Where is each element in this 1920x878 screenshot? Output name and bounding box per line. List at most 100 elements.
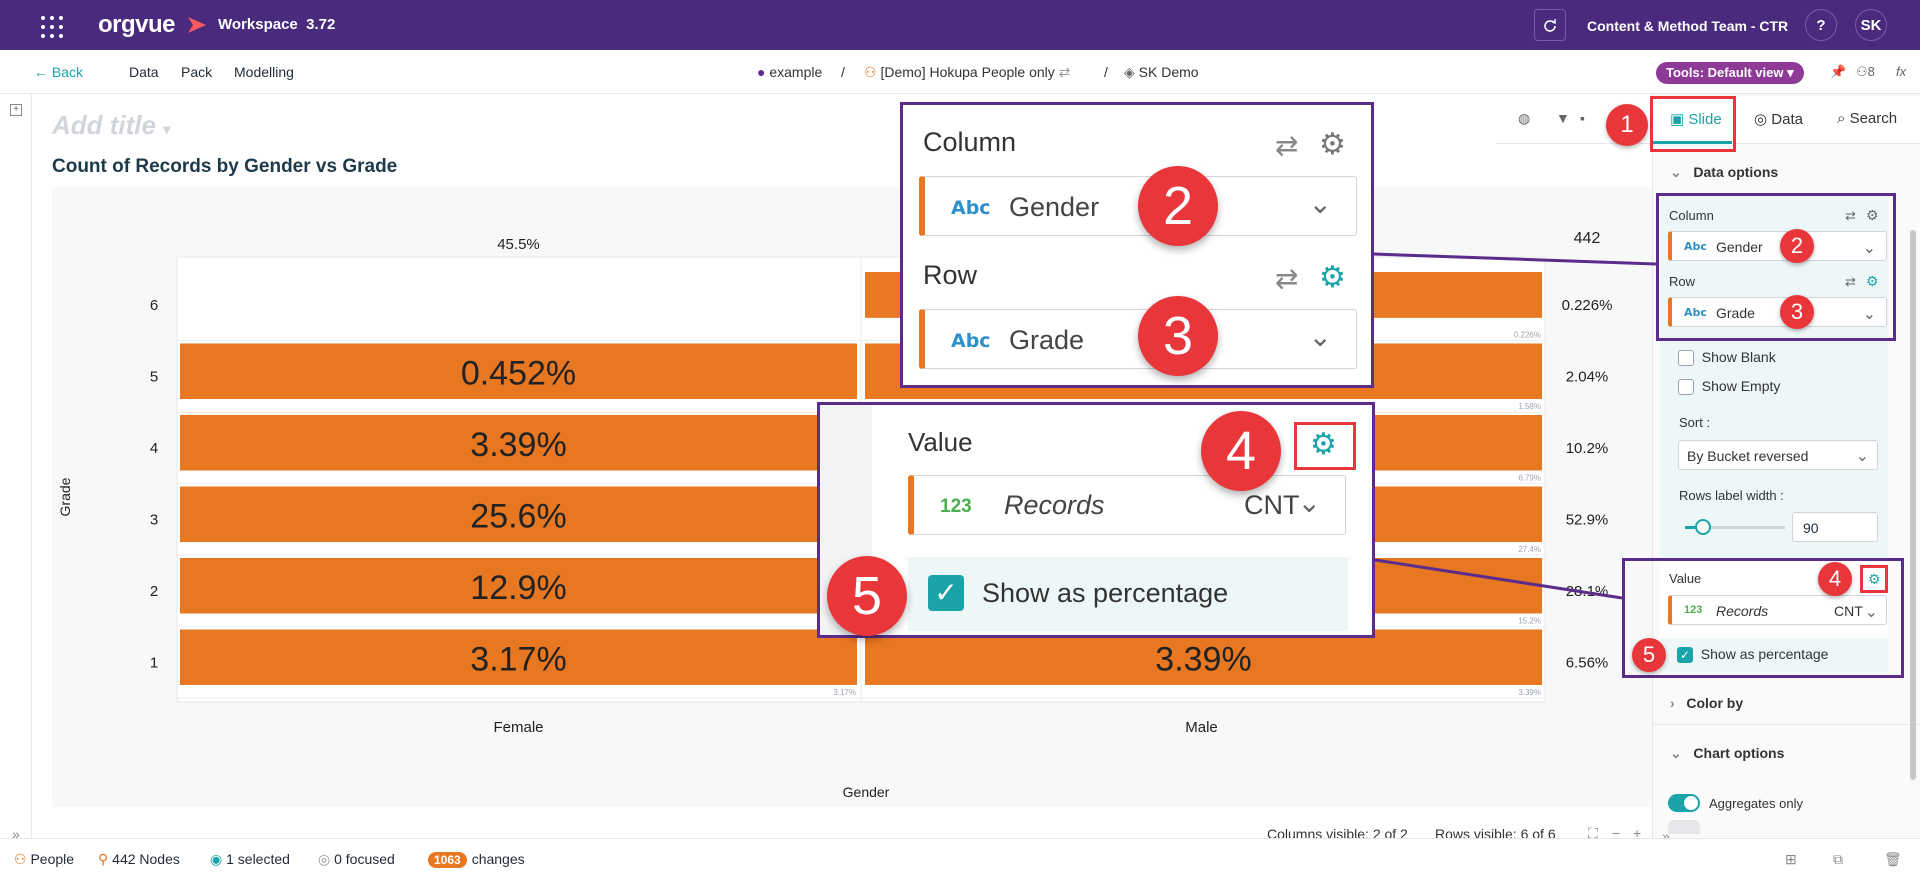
data-options-header[interactable]: ⌄ Data options: [1670, 164, 1779, 180]
sort-select[interactable]: By Bucket reversed ⌄: [1678, 440, 1878, 470]
selected-status[interactable]: ◉ 1 selected: [210, 851, 290, 867]
show-as-percentage-checkbox[interactable]: ✓: [1677, 647, 1693, 664]
logo-mark-icon: [188, 17, 206, 33]
nav-data[interactable]: Data: [129, 64, 159, 80]
zoom-callout-value: Value 123 Records CNT ⌄ ✓ Show as percen…: [817, 402, 1375, 638]
copy-icon[interactable]: ⧉: [1833, 851, 1843, 867]
bar-value-label-female: 12.9%: [470, 569, 566, 607]
rows-label-width-track[interactable]: [1685, 526, 1785, 529]
callout-badge-5: 5: [1632, 638, 1666, 672]
column-settings-gear-icon[interactable]: ⚙: [1866, 207, 1879, 223]
row-label: 3: [150, 511, 158, 528]
people-status[interactable]: ⚇ People: [14, 851, 75, 867]
add-title-input[interactable]: Add title ▾: [52, 110, 171, 140]
rows-label-width-input[interactable]: 90: [1792, 512, 1878, 542]
tools-dropdown[interactable]: Tools: Default view ▾: [1656, 62, 1804, 84]
nav-modelling[interactable]: Modelling: [234, 64, 294, 80]
focused-status[interactable]: ◎ 0 focused: [318, 851, 395, 867]
add-node-icon[interactable]: ⊞: [1785, 851, 1797, 867]
sort-value: By Bucket reversed: [1687, 448, 1809, 464]
value-field-value: Records: [1716, 603, 1769, 619]
show-blank-checkbox[interactable]: [1678, 350, 1694, 367]
panel-tabs: ◍ ▼ ▪ ▣ Slide ◎ Data ⌕ Search: [1496, 96, 1920, 144]
row-field-value: Grade: [1716, 305, 1755, 321]
row-total-label: 0.226%: [1562, 297, 1613, 314]
bar-value-label-female: 3.39%: [470, 426, 566, 464]
row-total-label: 28.1%: [1566, 583, 1609, 600]
avatar[interactable]: SK: [1855, 9, 1887, 41]
zoom-in-icon[interactable]: +: [1633, 825, 1642, 841]
zoom-column-gear-icon: ⚙: [1319, 128, 1346, 161]
column-label: Male: [1185, 719, 1218, 736]
chart-title: Count of Records by Gender vs Grade: [52, 156, 398, 177]
second-toggle[interactable]: [1668, 820, 1700, 834]
zoom-out-icon[interactable]: −: [1612, 825, 1621, 841]
row-field-select[interactable]: Abc Grade ⌄: [1668, 297, 1887, 327]
column-field-select[interactable]: Abc Gender ⌄: [1668, 231, 1887, 261]
show-empty-option[interactable]: Show Empty: [1678, 378, 1780, 396]
row-swap-icon[interactable]: ⇄: [1845, 274, 1856, 289]
bar-value-label-female: 0.452%: [461, 354, 576, 392]
slide-tab-highlight: [1650, 96, 1736, 152]
changes-status[interactable]: 1063 changes: [428, 851, 525, 868]
row-settings-gear-icon[interactable]: ⚙: [1866, 273, 1879, 289]
team-name[interactable]: Content & Method Team - CTR: [1587, 18, 1789, 34]
show-as-percentage-option[interactable]: ✓ Show as percentage: [1677, 646, 1828, 664]
row-label: 6: [150, 297, 158, 314]
refresh-button[interactable]: [1534, 9, 1566, 41]
formula-icon[interactable]: fx: [1896, 64, 1907, 79]
fullscreen-icon[interactable]: ⛶: [1588, 825, 1598, 841]
zoom-text-type-icon: Abc: [951, 197, 991, 219]
viewers-count[interactable]: ⚇8: [1856, 64, 1875, 79]
number-type-icon: 123: [1684, 604, 1703, 616]
nodes-status[interactable]: ⚲ 442 Nodes: [98, 851, 180, 867]
chevron-down-icon: ⌄: [1862, 240, 1876, 257]
rows-label-width-slider-handle[interactable]: [1695, 519, 1711, 535]
panel-scrollbar[interactable]: [1910, 230, 1916, 780]
expand-right-icon[interactable]: »: [1662, 828, 1670, 844]
filter-icon[interactable]: ▼: [1556, 110, 1570, 126]
breadcrumb-dataset[interactable]: ● example: [757, 64, 823, 80]
sort-label: Sort :: [1679, 415, 1711, 430]
help-button[interactable]: ?: [1805, 9, 1837, 41]
palette-icon[interactable]: ◍: [1518, 110, 1531, 126]
tab-slide[interactable]: ▣ Slide: [1670, 111, 1722, 128]
callout-badge-2: 2: [1780, 229, 1814, 263]
refresh-icon: [1544, 19, 1556, 32]
column-swap-icon[interactable]: ⇄: [1845, 208, 1856, 223]
zoom-text-type-icon: Abc: [951, 330, 991, 352]
value-settings-gear-icon[interactable]: ⚙: [1868, 571, 1881, 587]
cell-small-label: 1.58%: [1518, 402, 1541, 411]
aggregates-only-toggle[interactable]: [1668, 794, 1700, 812]
nav-pack[interactable]: Pack: [181, 64, 213, 80]
zoom-percentage-row: [908, 557, 1348, 631]
show-blank-option[interactable]: Show Blank: [1678, 349, 1776, 367]
add-icon[interactable]: +: [10, 104, 22, 116]
callout-badge-1: 1: [1606, 104, 1648, 146]
value-aggregation[interactable]: CNT: [1834, 603, 1863, 619]
rows-label-width-label: Rows label width :: [1679, 488, 1784, 503]
tab-search[interactable]: ⌕ Search: [1837, 110, 1898, 127]
breadcrumb-view[interactable]: ⚇ [Demo] Hokupa People only ⇄: [864, 64, 1071, 80]
expand-left-icon[interactable]: »: [12, 826, 20, 842]
value-field-select[interactable]: 123 Records CNT ⌄: [1668, 595, 1887, 625]
delete-icon[interactable]: 🗑: [1884, 851, 1902, 867]
color-by-header[interactable]: › Color by: [1670, 695, 1744, 711]
breadcrumb-slide[interactable]: ◈ SK Demo: [1124, 64, 1199, 80]
pin-icon[interactable]: 📌: [1830, 64, 1847, 79]
app-grid-icon[interactable]: [41, 16, 67, 38]
back-button[interactable]: ← Back: [34, 64, 84, 80]
zoom-value-gear-icon: ⚙: [1310, 428, 1337, 461]
zoom-gear-highlight: [1294, 422, 1356, 470]
callout-badge-3-large: 3: [1138, 296, 1218, 376]
row-total-label: 2.04%: [1566, 368, 1609, 385]
chart-options-header[interactable]: ⌄ Chart options: [1670, 745, 1785, 761]
tab-data[interactable]: ◎ Data: [1754, 111, 1803, 128]
active-tab-underline: [1652, 141, 1732, 144]
column-field-value: Gender: [1716, 239, 1763, 255]
zoom-value-field-value: Records: [1004, 490, 1105, 520]
comment-icon[interactable]: ▪: [1580, 110, 1585, 126]
show-empty-checkbox[interactable]: [1678, 379, 1694, 396]
status-bar: ⚇ People ⚲ 442 Nodes ◉ 1 selected ◎ 0 fo…: [0, 838, 1920, 878]
toggle-knob: [1684, 796, 1698, 810]
